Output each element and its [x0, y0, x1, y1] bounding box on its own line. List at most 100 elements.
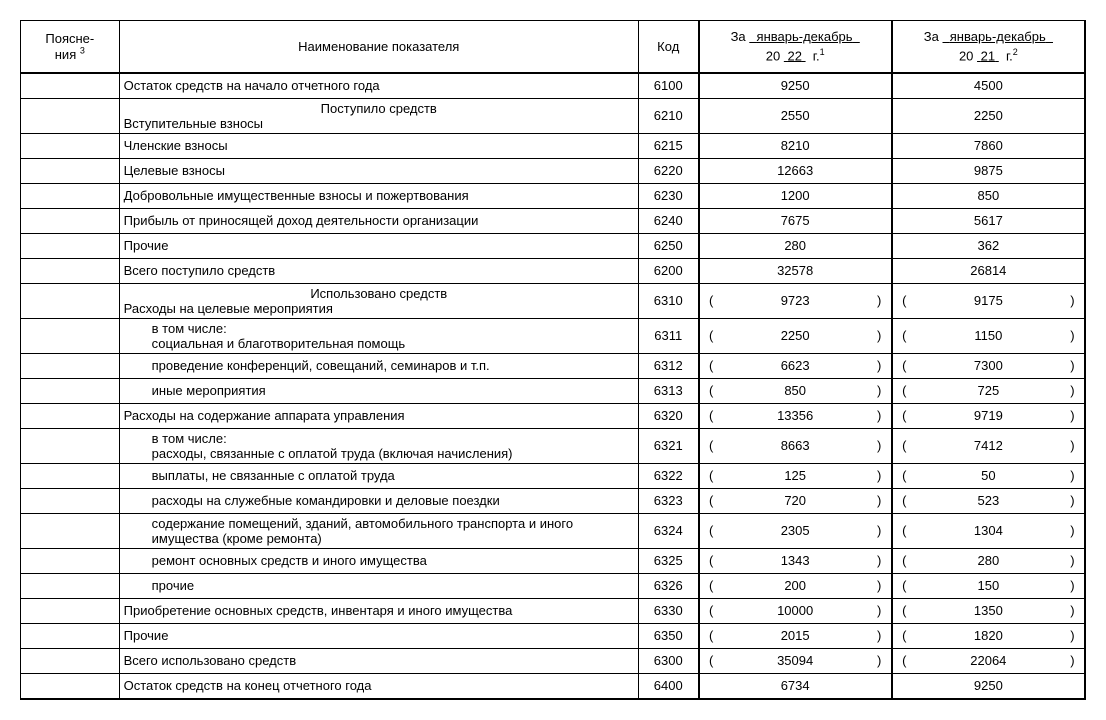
cell-value-current: 125: [717, 463, 873, 488]
cell-code: 6310: [638, 283, 698, 318]
paren-open-1: (: [699, 463, 718, 488]
paren-open-2: (: [892, 548, 911, 573]
table-row: Поступило средствВступительные взносы621…: [21, 98, 1086, 133]
cell-name: выплаты, не связанные с оплатой труда: [119, 463, 638, 488]
cell-notes: [21, 283, 120, 318]
table-row: Всего использовано средств6300(35094)(22…: [21, 648, 1086, 673]
paren-close-2: [1066, 208, 1085, 233]
paren-open-1: (: [699, 428, 718, 463]
cell-name: Всего использовано средств: [119, 648, 638, 673]
paren-close-2: ): [1066, 353, 1085, 378]
paren-open-1: (: [699, 548, 718, 573]
cell-value-current: 280: [717, 233, 873, 258]
paren-open-2: [892, 233, 911, 258]
table-row: Прибыль от приносящей доход деятельности…: [21, 208, 1086, 233]
cell-notes: [21, 318, 120, 353]
paren-close-2: [1066, 133, 1085, 158]
za-1: За: [731, 29, 746, 44]
cell-notes: [21, 233, 120, 258]
cell-name: Прочие: [119, 623, 638, 648]
paren-open-2: (: [892, 353, 911, 378]
cell-name: проведение конференций, совещаний, семин…: [119, 353, 638, 378]
cell-notes: [21, 378, 120, 403]
cell-notes: [21, 428, 120, 463]
cell-value-current: 9250: [717, 73, 873, 99]
cell-code: 6215: [638, 133, 698, 158]
cell-notes: [21, 98, 120, 133]
paren-close-2: ): [1066, 318, 1085, 353]
cell-name: ремонт основных средств и иного имуществ…: [119, 548, 638, 573]
cell-code: 6230: [638, 183, 698, 208]
paren-open-1: (: [699, 513, 718, 548]
paren-close-1: ): [873, 648, 892, 673]
table-row: Прочие6250280362: [21, 233, 1086, 258]
cell-code: 6313: [638, 378, 698, 403]
cell-value-previous: 1150: [910, 318, 1066, 353]
paren-open-1: [699, 158, 718, 183]
cell-code: 6323: [638, 488, 698, 513]
table-row: Добровольные имущественные взносы и поже…: [21, 183, 1086, 208]
paren-open-1: (: [699, 283, 718, 318]
cell-code: 6324: [638, 513, 698, 548]
cell-value-previous: 280: [910, 548, 1066, 573]
cell-value-current: 200: [717, 573, 873, 598]
twenty-2: 20: [959, 48, 973, 63]
cell-value-current: 1343: [717, 548, 873, 573]
table-row: в том числе:расходы, связанные с оплатой…: [21, 428, 1086, 463]
paren-open-1: [699, 133, 718, 158]
cell-name: Приобретение основных средств, инвентаря…: [119, 598, 638, 623]
table-row: Расходы на содержание аппарата управлени…: [21, 403, 1086, 428]
cell-notes: [21, 673, 120, 699]
paren-open-1: (: [699, 353, 718, 378]
paren-close-1: ): [873, 403, 892, 428]
paren-open-2: [892, 258, 911, 283]
cell-name: Членские взносы: [119, 133, 638, 158]
paren-close-1: ): [873, 463, 892, 488]
cell-code: 6240: [638, 208, 698, 233]
paren-close-2: ): [1066, 283, 1085, 318]
cell-notes: [21, 403, 120, 428]
table-row: ремонт основных средств и иного имуществ…: [21, 548, 1086, 573]
table-row: расходы на служебные командировки и дело…: [21, 488, 1086, 513]
paren-open-1: [699, 258, 718, 283]
cell-value-current: 8210: [717, 133, 873, 158]
cell-code: 6220: [638, 158, 698, 183]
cell-notes: [21, 158, 120, 183]
cell-name: Расходы на содержание аппарата управлени…: [119, 403, 638, 428]
paren-close-1: ): [873, 283, 892, 318]
cell-code: 6311: [638, 318, 698, 353]
cell-value-previous: 22064: [910, 648, 1066, 673]
paren-open-1: [699, 73, 718, 99]
cell-value-current: 7675: [717, 208, 873, 233]
notes-sup: 3: [80, 46, 85, 56]
sup-1: 1: [820, 47, 825, 57]
cell-value-previous: 9719: [910, 403, 1066, 428]
cell-name: Добровольные имущественные взносы и поже…: [119, 183, 638, 208]
paren-close-1: ): [873, 353, 892, 378]
cell-name: Остаток средств на конец отчетного года: [119, 673, 638, 699]
col-header-name: Наименование показателя: [119, 21, 638, 73]
cell-code: 6322: [638, 463, 698, 488]
paren-close-2: ): [1066, 648, 1085, 673]
paren-close-2: ): [1066, 463, 1085, 488]
paren-open-2: (: [892, 283, 911, 318]
notes-label-1: Поясне-: [45, 31, 94, 46]
paren-open-2: [892, 98, 911, 133]
cell-value-previous: 523: [910, 488, 1066, 513]
paren-close-2: ): [1066, 488, 1085, 513]
col-header-period-1: За январь-декабрь 20 22 г.1: [699, 21, 892, 73]
paren-close-2: [1066, 183, 1085, 208]
cell-notes: [21, 183, 120, 208]
cell-value-previous: 7860: [910, 133, 1066, 158]
table-row: выплаты, не связанные с оплатой труда632…: [21, 463, 1086, 488]
table-row: Прочие6350(2015)(1820): [21, 623, 1086, 648]
paren-close-2: ): [1066, 378, 1085, 403]
cell-value-previous: 9875: [910, 158, 1066, 183]
paren-open-2: (: [892, 318, 911, 353]
paren-open-1: (: [699, 403, 718, 428]
paren-close-1: [873, 208, 892, 233]
table-row: Целевые взносы6220126639875: [21, 158, 1086, 183]
cell-notes: [21, 648, 120, 673]
cell-name: иные мероприятия: [119, 378, 638, 403]
cell-value-current: 35094: [717, 648, 873, 673]
